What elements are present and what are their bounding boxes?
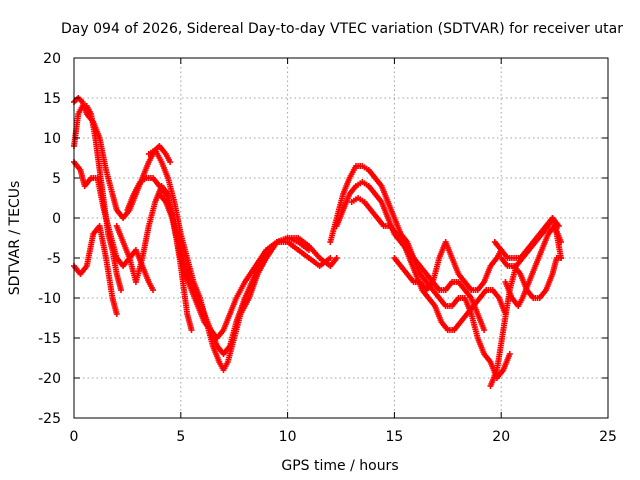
data-point	[506, 351, 513, 357]
series-s1	[71, 223, 120, 317]
data-point	[333, 255, 340, 261]
y-tick-label: 20	[43, 51, 61, 67]
series-s3	[71, 103, 124, 293]
y-tick-label: 10	[43, 131, 61, 147]
data-marks	[71, 95, 565, 389]
y-tick-label: -25	[38, 411, 61, 427]
series-s8	[156, 191, 340, 357]
y-tick-label: -10	[38, 291, 61, 307]
series-s11	[348, 195, 509, 333]
series-s15	[491, 215, 562, 261]
x-tick-label: 25	[599, 429, 617, 445]
data-point	[167, 159, 174, 165]
data-point	[117, 287, 124, 293]
grid	[74, 58, 608, 418]
data-point	[113, 311, 120, 317]
data-point	[558, 255, 565, 261]
x-tick-label: 15	[385, 429, 403, 445]
series-s9	[327, 163, 513, 381]
plot-frame	[73, 57, 609, 419]
data-point	[188, 327, 195, 333]
y-tick-label: 5	[52, 171, 61, 187]
y-tick-label: 15	[43, 91, 61, 107]
x-tick-labels: 0 5 10 15 20 25	[70, 429, 617, 445]
axis-ticks	[73, 57, 609, 419]
y-tick-label: -20	[38, 371, 61, 387]
data-point	[327, 255, 334, 261]
x-tick-label: 20	[492, 429, 510, 445]
x-tick-label: 0	[70, 429, 79, 445]
chart-title: Day 094 of 2026, Sidereal Day-to-day VTE…	[61, 21, 623, 37]
data-point	[150, 287, 157, 293]
y-axis-label: SDTVAR / TECUs	[7, 181, 23, 296]
y-tick-label: -15	[38, 331, 61, 347]
y-tick-label: 0	[52, 211, 61, 227]
series-s16	[502, 223, 565, 309]
x-tick-label: 10	[279, 429, 297, 445]
y-tick-labels: 20 15 10 5 0 -5 -10 -15 -20 -25	[38, 51, 61, 427]
x-tick-label: 5	[176, 429, 185, 445]
series-s7	[145, 147, 334, 373]
x-axis-label: GPS time / hours	[281, 458, 398, 474]
series-s12	[391, 239, 505, 293]
data-point	[558, 239, 565, 245]
y-tick-label: -5	[47, 251, 61, 267]
data-point	[481, 327, 488, 333]
